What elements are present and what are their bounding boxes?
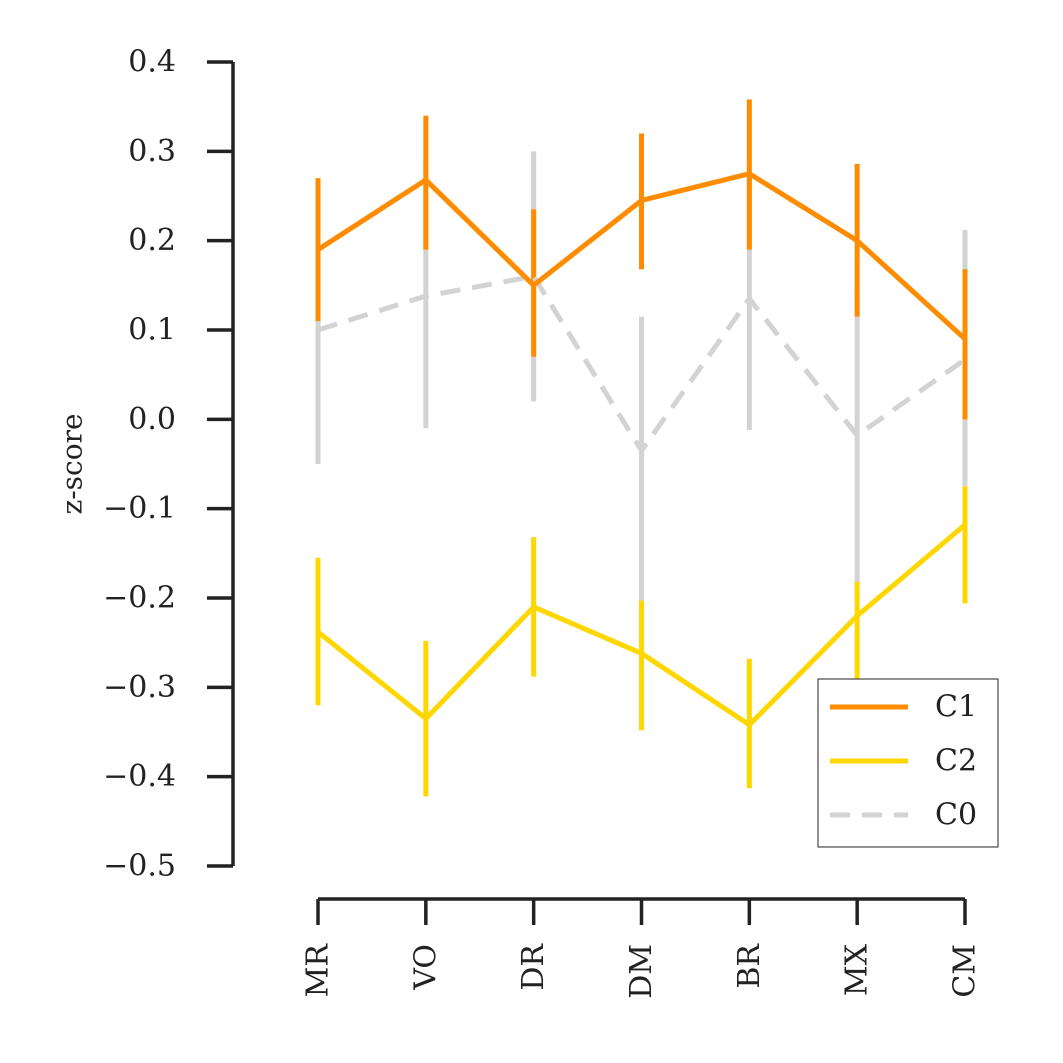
series-lines	[316, 171, 967, 728]
y-tick-label: 0.0	[128, 402, 176, 437]
x-axis: MR VO DR DM BR MX CM	[301, 897, 983, 999]
x-tick-label: CM	[948, 944, 983, 998]
x-tick-label: DM	[624, 944, 659, 999]
y-tick-label: 0.4	[128, 45, 176, 80]
y-tick-label: −0.4	[103, 759, 176, 794]
series-line-c2	[316, 522, 967, 728]
y-tick-label: 0.2	[128, 223, 176, 258]
y-tick-label: −0.3	[103, 670, 176, 705]
y-tick-label: 0.3	[128, 134, 176, 169]
legend-label-c1: C1	[935, 690, 977, 725]
y-tick-label: −0.2	[103, 581, 176, 616]
x-tick-label: MX	[840, 943, 875, 996]
legend-label-c2: C2	[935, 744, 977, 779]
y-tick-label: 0.1	[128, 313, 176, 348]
y-tick-label: −0.5	[103, 849, 176, 884]
series-line-c0	[317, 273, 967, 454]
x-tick-label: MR	[301, 943, 336, 998]
legend: C1 C2 C0	[817, 678, 999, 848]
x-tick-label: BR	[732, 943, 767, 989]
y-tick-label: −0.1	[103, 491, 176, 526]
legend-label-c0: C0	[935, 798, 977, 833]
y-axis: 0.4 0.3 0.2 0.1 0.0 −0.1 −0.2 −0.3 −0.4 −0.5	[103, 45, 235, 884]
x-tick-label: DR	[516, 943, 551, 991]
y-axis-title: z-score	[56, 413, 89, 514]
series-line-c1	[316, 171, 967, 341]
x-tick-label: VO	[408, 944, 443, 991]
